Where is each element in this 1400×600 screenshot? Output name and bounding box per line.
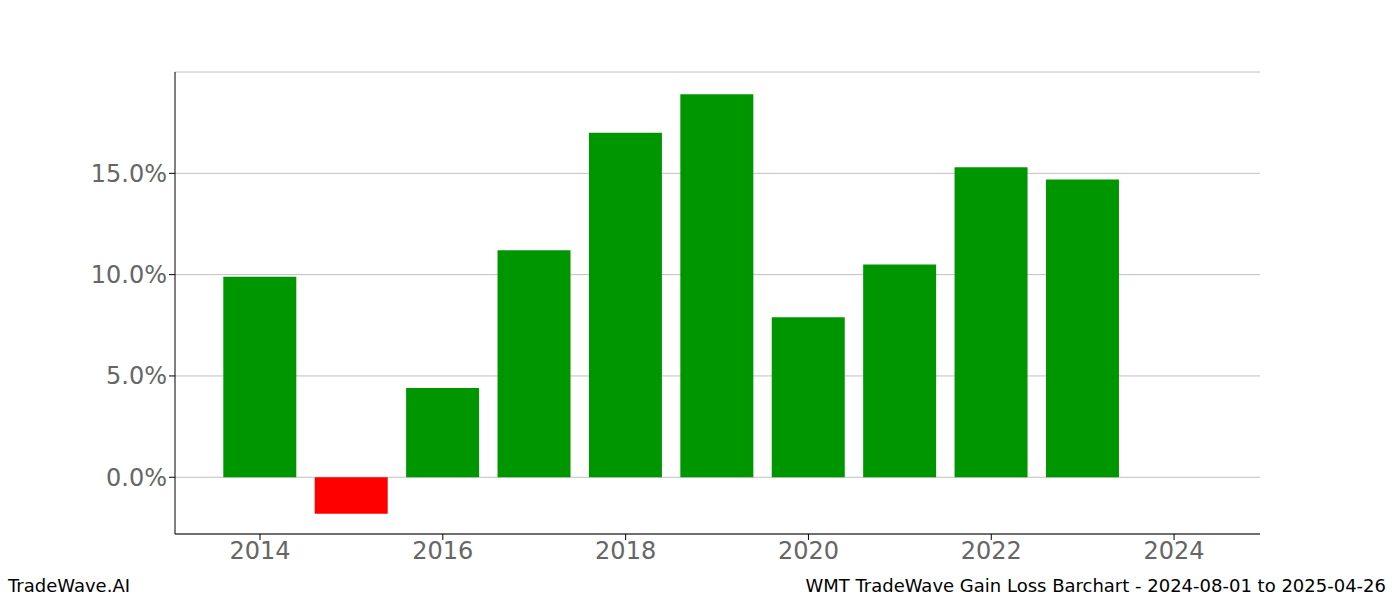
html-text:TradeWave.AI: TradeWave.AI — [8, 575, 130, 596]
svg-text:2024: 2024 — [1144, 537, 1205, 565]
html-text:WMT TradeWave Gain Loss Barcha: WMT TradeWave Gain Loss Barchart - 2024-… — [805, 575, 1386, 596]
svg-text:2014: 2014 — [229, 537, 290, 565]
svg-text:2020: 2020 — [778, 537, 839, 565]
svg-text:2018: 2018 — [595, 537, 656, 565]
svg-text:10.0%: 10.0% — [91, 261, 167, 289]
svg-text:5.0%: 5.0% — [106, 362, 167, 390]
svg-text:15.0%: 15.0% — [91, 160, 167, 188]
svg-text:2016: 2016 — [412, 537, 473, 565]
svg-text:0.0%: 0.0% — [106, 464, 167, 492]
svg-text:2022: 2022 — [961, 537, 1022, 565]
